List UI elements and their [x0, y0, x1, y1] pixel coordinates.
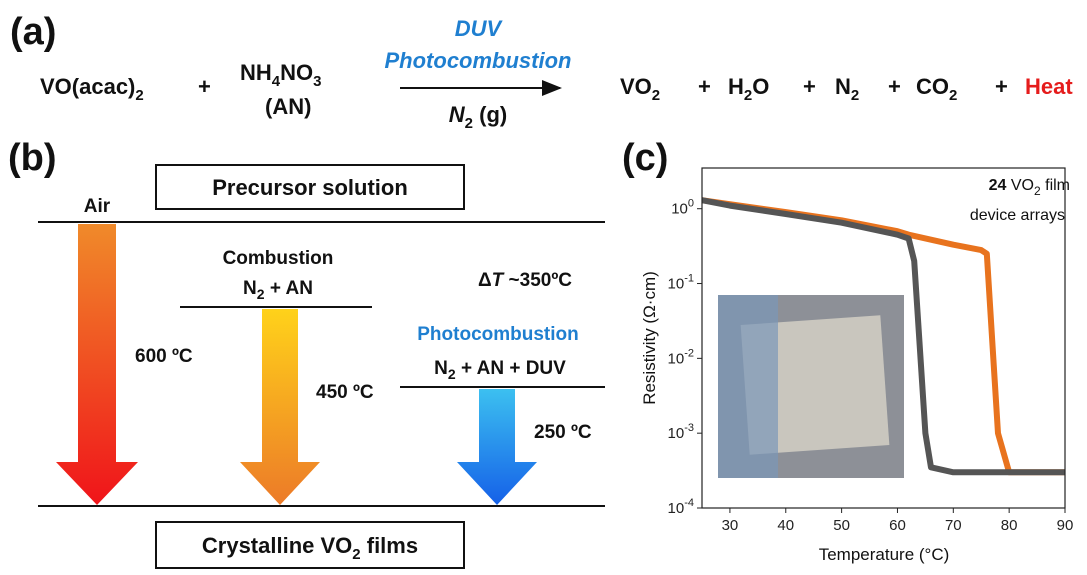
arrow	[240, 309, 320, 505]
plus: +	[995, 74, 1008, 99]
x-tick-label: 40	[777, 517, 794, 534]
product: VO2	[620, 74, 660, 104]
y-tick-label: 10-1	[668, 273, 694, 293]
label: Photocombustion	[417, 324, 578, 345]
x-tick-label: 80	[1001, 517, 1018, 534]
tick-base: 10	[668, 276, 685, 293]
figure: (a) VO(acac)2 + NH4NO3 (AN) DUV Photocom…	[0, 0, 1087, 575]
tick-exponent: -3	[684, 422, 694, 434]
reactant: NH4NO3	[240, 60, 321, 90]
tick-base: 10	[671, 201, 688, 218]
box-label: Precursor solution	[212, 175, 408, 200]
y-tick-label: 10-3	[668, 422, 694, 442]
plus: +	[698, 74, 711, 99]
arrow-label: DUV	[455, 16, 504, 41]
product: CO2	[916, 74, 957, 104]
label: 600 ºC	[135, 346, 193, 367]
arrow	[56, 224, 138, 505]
arrow-label: N2 (g)	[449, 102, 507, 132]
label: N2 + AN	[243, 278, 313, 302]
plus: +	[198, 74, 211, 99]
reactant-note: (AN)	[265, 94, 311, 119]
x-axis-label: Temperature (°C)	[819, 545, 950, 564]
tick-exponent: 0	[688, 198, 694, 210]
tick-exponent: -4	[684, 497, 694, 509]
label: Air	[84, 196, 111, 217]
product: N2	[835, 74, 859, 104]
annotation: 24 VO2 film	[989, 177, 1070, 198]
y-tick-label: 10-2	[668, 347, 694, 367]
x-tick-label: 60	[889, 517, 906, 534]
x-tick-label: 30	[722, 517, 739, 534]
y-axis-label: Resistivity (Ω·cm)	[640, 271, 659, 405]
label: ΔT ~350ºC	[478, 270, 572, 291]
label: 250 ºC	[534, 422, 592, 443]
tick-exponent: -1	[684, 273, 694, 285]
arrow	[457, 389, 537, 505]
tick-base: 10	[668, 425, 685, 442]
y-tick-label: 10-4	[668, 497, 694, 517]
tick-exponent: -2	[684, 347, 694, 359]
arrow-label: Photocombustion	[385, 48, 572, 73]
panel-label: (a)	[10, 11, 56, 53]
panel-label: (b)	[8, 137, 57, 179]
product: Heat	[1025, 74, 1073, 99]
panel-label: (c)	[622, 137, 668, 179]
y-tick-label: 100	[671, 198, 694, 218]
tick-base: 10	[668, 500, 685, 517]
plus: +	[803, 74, 816, 99]
x-tick-label: 90	[1057, 517, 1074, 534]
label: Combustion	[223, 248, 334, 269]
x-tick-label: 70	[945, 517, 962, 534]
tick-base: 10	[668, 350, 685, 367]
label: N2 + AN + DUV	[434, 358, 566, 382]
annotation: device arrays	[970, 207, 1065, 224]
plus: +	[888, 74, 901, 99]
product: H2O	[728, 74, 769, 104]
inset-glove	[718, 295, 778, 478]
reactant: VO(acac)2	[40, 74, 144, 104]
label: 450 ºC	[316, 382, 374, 403]
x-tick-label: 50	[833, 517, 850, 534]
